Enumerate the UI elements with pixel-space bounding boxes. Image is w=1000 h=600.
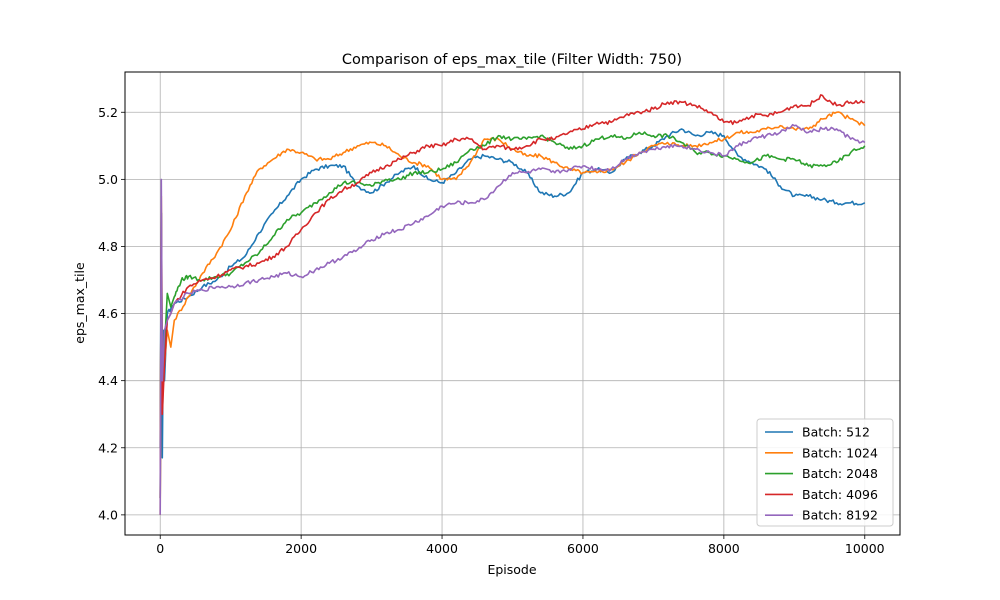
legend-label: Batch: 8192	[802, 508, 878, 523]
y-tick-label: 4.6	[98, 306, 118, 321]
legend-label: Batch: 512	[802, 425, 870, 440]
legend-label: Batch: 1024	[802, 445, 878, 460]
y-tick-label: 4.4	[98, 373, 118, 388]
x-tick-label: 10000	[845, 541, 885, 556]
x-tick-label: 8000	[708, 541, 740, 556]
x-tick-label: 0	[156, 541, 164, 556]
x-axis-label: Episode	[487, 562, 536, 577]
y-axis-label: eps_max_tile	[72, 262, 87, 344]
x-tick-label: 2000	[285, 541, 317, 556]
legend: Batch: 512 Batch: 1024 Batch: 2048 Batch: 4…	[756, 418, 894, 527]
y-tick-label: 5.0	[98, 172, 118, 187]
legend-label: Batch: 2048	[802, 466, 878, 481]
y-tick-label: 4.2	[98, 440, 118, 455]
y-tick-label: 4.0	[98, 507, 118, 522]
x-tick-label: 4000	[426, 541, 458, 556]
y-tick-label: 5.2	[98, 105, 118, 120]
chart-title: Comparison of eps_max_tile (Filter Width…	[342, 52, 682, 68]
series-line-4	[159, 94, 865, 499]
plot-frame	[124, 71, 901, 536]
series-line-1	[159, 128, 866, 459]
series-line-5	[159, 123, 866, 515]
series-lines	[159, 94, 866, 515]
axis-ticks: 0 2000 4000 6000 8000 10000 4.0 4.2 4.4 4.6 4.8 5.0…	[98, 105, 885, 556]
x-tick-label: 6000	[567, 541, 599, 556]
legend-label: Batch: 4096	[802, 487, 878, 502]
legend-box	[756, 418, 894, 527]
y-tick-label: 4.8	[98, 239, 118, 254]
series-line-3	[159, 131, 866, 499]
